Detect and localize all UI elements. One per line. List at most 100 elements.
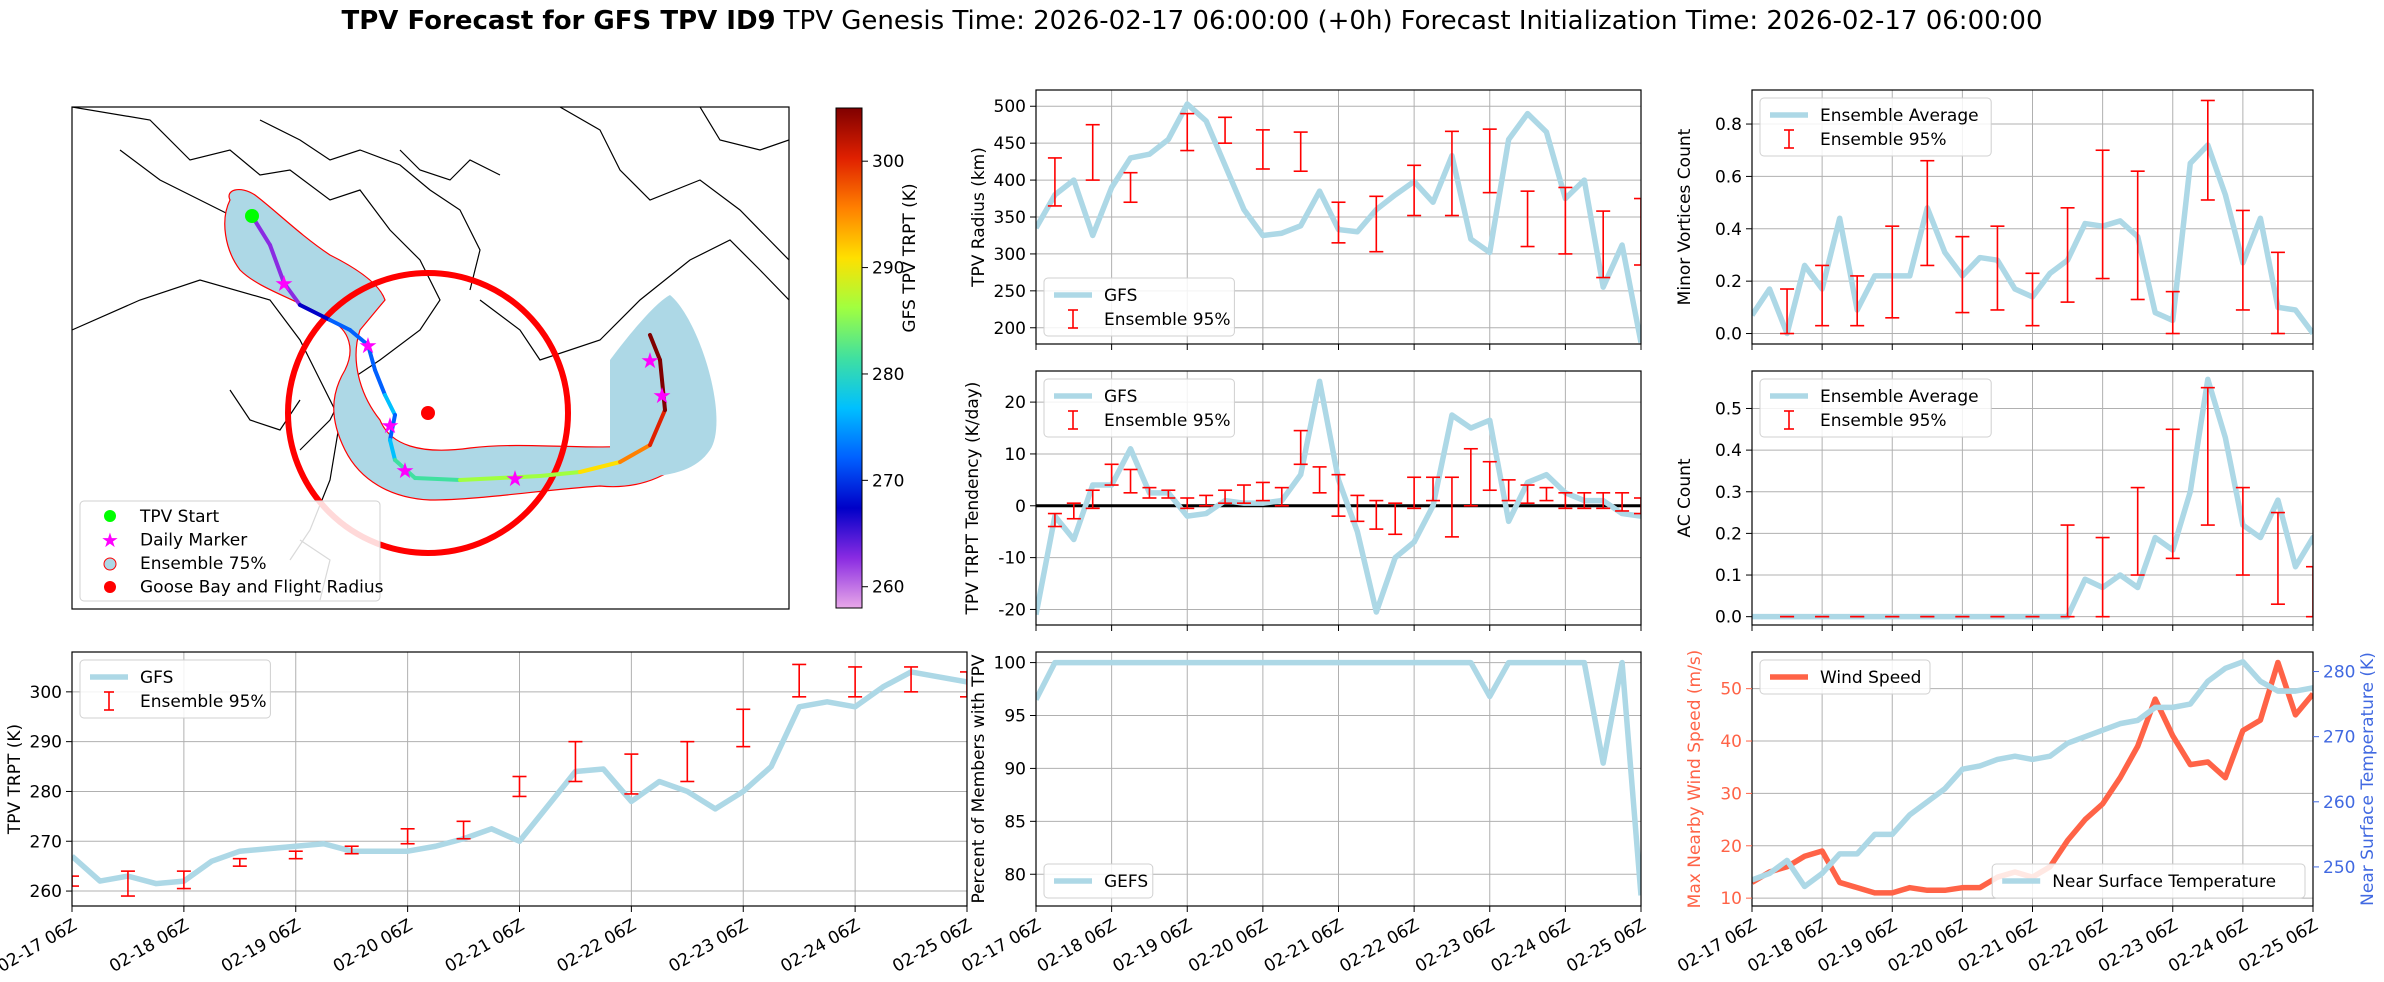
legend-entry: Ensemble 95%	[1784, 410, 1947, 431]
colorbar-tick-label: 270	[872, 471, 904, 491]
y-tick-label: 500	[994, 97, 1026, 117]
track-segment	[458, 476, 502, 482]
legend: Near Surface Temperature	[1991, 863, 2306, 899]
colorbar: 260 270 280 290 300 GFS TPV TRPT (K)	[835, 107, 920, 609]
errorbar	[288, 850, 303, 860]
panel-minor: 0.0 0.2 0.4 0.6 0.8 Minor Vortices Count Ensem…	[1675, 89, 2314, 350]
track-segment	[348, 328, 370, 347]
x-tick-label: 02-24 06Z	[777, 915, 863, 976]
errorbar	[2235, 486, 2250, 576]
x-tick-label: 02-18 06Z	[1744, 915, 1830, 976]
x-tick-label: 02-20 06Z	[1885, 915, 1971, 976]
y-tick-label: 100	[994, 654, 1026, 674]
y-tick-label: 30	[1720, 784, 1742, 804]
errorbar	[2165, 290, 2180, 335]
plot-area-trpt	[72, 663, 967, 897]
errorbar	[1955, 235, 1970, 314]
y-tick-label: 260	[30, 882, 62, 902]
errorbar	[2306, 565, 2313, 618]
errorbar	[1520, 190, 1535, 248]
y-tick-label: 0.3	[1715, 483, 1742, 503]
errorbar	[2060, 524, 2075, 618]
y-tick-label: 10	[1004, 445, 1026, 465]
x-tick-label: 02-23 06Z	[2095, 915, 2181, 976]
coastline	[399, 149, 501, 181]
legend-label: GFS	[1104, 387, 1137, 407]
coastline	[479, 239, 789, 361]
legend: GFS Ensemble 95%	[79, 659, 271, 719]
x-tick-label: 02-22 06Z	[554, 915, 640, 976]
title-bold: TPV Forecast for GFS TPV ID9	[341, 6, 776, 36]
errorbar	[2270, 511, 2285, 605]
y-axis-label: AC Count	[1675, 458, 1695, 537]
plot-area-radius	[1036, 101, 1641, 344]
y-axis-label: TPV TRPT Tendency (K/day)	[963, 382, 983, 616]
errorbar	[1312, 466, 1327, 494]
errorbar	[904, 666, 919, 693]
errorbar	[1104, 463, 1119, 486]
errorbar	[1142, 486, 1157, 499]
errorbar	[1615, 492, 1630, 512]
legend-frame	[1759, 659, 1931, 695]
errorbar	[120, 870, 135, 897]
legend-label: Ensemble Average	[1820, 106, 1979, 126]
errorbar	[232, 857, 247, 867]
track-segment	[268, 243, 286, 285]
y-tick-label: 0	[1015, 497, 1026, 517]
errorbar	[1199, 494, 1214, 507]
legend-frame	[1759, 378, 1992, 438]
y-tick-label: 50	[1720, 680, 1742, 700]
errorbar	[2025, 272, 2040, 327]
errorbar	[1482, 128, 1497, 194]
x-tick-label: 02-22 06Z	[2025, 915, 2111, 976]
legend-entry: Ensemble Average	[1770, 106, 1979, 126]
y2-tick-label: 260	[2323, 793, 2355, 813]
y-tick-label: 20	[1720, 837, 1742, 857]
legend-label: Goose Bay and Flight Radius	[140, 578, 384, 598]
errorbar	[1885, 225, 1900, 319]
y-tick-label: 90	[1004, 759, 1026, 779]
legend-entry: Near Surface Temperature	[2002, 872, 2276, 892]
errorbar	[2200, 386, 2215, 526]
legend: GFS Ensemble 95%	[1043, 277, 1235, 337]
y-tick-label: 280	[30, 782, 62, 802]
legend-label: GFS	[1104, 286, 1137, 306]
errorbar	[1085, 123, 1100, 181]
legend-entry: Ensemble Average	[1770, 387, 1979, 407]
errorbar	[2235, 209, 2250, 311]
x-tick-label: 02-19 06Z	[1814, 915, 1900, 976]
legend-frame	[1043, 863, 1154, 899]
legend-label: GFS	[140, 668, 173, 688]
errorbar	[1482, 460, 1497, 492]
errorbar	[1520, 484, 1535, 504]
y-tick-label: -20	[998, 600, 1026, 620]
plot-area-tendency	[1036, 378, 1641, 616]
panel-ac: 0.0 0.1 0.2 0.3 0.4 0.5 AC Count Ensemble Avera…	[1675, 370, 2314, 631]
errorbar	[1920, 159, 1935, 267]
errorbar	[456, 820, 471, 840]
legend: GFS Ensemble 95%	[1043, 378, 1235, 438]
daily-marker: ★	[380, 414, 400, 439]
errorbar	[1123, 468, 1138, 494]
legend-label: GEFS	[1104, 872, 1148, 892]
errorbar	[1085, 489, 1100, 510]
series-line-gefs	[1036, 659, 1641, 896]
plot-area-ac	[1752, 376, 2313, 620]
errorbar	[792, 663, 807, 698]
errorbar	[1255, 481, 1270, 502]
legend: Ensemble Average Ensemble 95%	[1759, 378, 1992, 438]
legend-label: Wind Speed	[1820, 668, 1921, 688]
legend-label: Ensemble Average	[1820, 387, 1979, 407]
daily-marker: ★	[505, 467, 525, 492]
y2-tick-label: 250	[2323, 858, 2355, 878]
x-tick-label: 02-20 06Z	[1185, 915, 1271, 976]
flight-radius-circle	[285, 270, 571, 556]
errorbar	[1501, 479, 1516, 502]
x-tick-label: 02-24 06Z	[2165, 915, 2251, 976]
errorbar	[1274, 486, 1289, 507]
legend-label: Ensemble 95%	[1820, 130, 1947, 150]
legend-entry: GFS	[1054, 387, 1137, 407]
errorbar	[1444, 130, 1459, 217]
errorbar	[1293, 429, 1308, 466]
